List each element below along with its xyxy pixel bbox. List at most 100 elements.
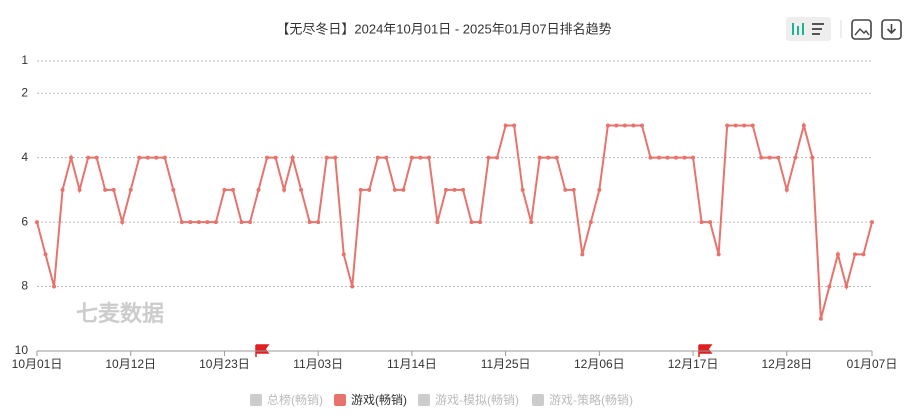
legend-swatch (334, 394, 346, 406)
data-point (52, 284, 57, 289)
data-point (733, 123, 738, 128)
x-tick-label: 12月17日 (668, 357, 719, 371)
data-point (827, 284, 832, 289)
data-point (682, 155, 687, 160)
data-point (299, 187, 304, 192)
data-point (290, 155, 295, 160)
image-button[interactable] (851, 19, 872, 40)
data-point (103, 187, 108, 192)
data-point (810, 155, 815, 160)
y-tick-label: 6 (21, 214, 28, 228)
data-point (580, 252, 585, 257)
data-point (375, 155, 380, 160)
x-tick-label: 10月01日 (12, 357, 63, 371)
data-point (77, 187, 82, 192)
data-point (656, 155, 661, 160)
data-point (341, 252, 346, 257)
x-tick-label: 11月14日 (387, 357, 437, 371)
data-point (401, 187, 406, 192)
x-tick-label: 10月12日 (105, 357, 156, 371)
data-point (94, 155, 99, 160)
data-point (631, 123, 636, 128)
data-point (128, 187, 133, 192)
data-point (196, 220, 201, 225)
x-tick-label: 11月03日 (293, 357, 343, 371)
x-tick-label: 12月06日 (574, 357, 625, 371)
data-point (614, 123, 619, 128)
data-point (205, 220, 210, 225)
data-point (818, 316, 823, 321)
data-point (367, 187, 372, 192)
data-point (699, 220, 704, 225)
legend-swatch (250, 394, 262, 406)
data-point (835, 252, 840, 257)
data-point (145, 155, 150, 160)
legend-label: 总榜(畅销) (267, 392, 323, 407)
y-tick-label: 8 (21, 279, 28, 293)
download-button[interactable] (881, 19, 902, 40)
data-point (844, 284, 849, 289)
x-tick-label: 11月25日 (481, 357, 531, 371)
toolbar (786, 17, 902, 41)
data-point (222, 187, 227, 192)
data-point (597, 187, 602, 192)
data-point (154, 155, 159, 160)
data-point (452, 187, 457, 192)
data-point (273, 155, 278, 160)
watermark: 七麦数据 (76, 301, 164, 326)
data-point (461, 187, 466, 192)
data-point (409, 155, 414, 160)
data-point (435, 220, 440, 225)
data-point (554, 155, 559, 160)
data-point (563, 187, 568, 192)
data-point (282, 187, 287, 192)
data-point (265, 155, 270, 160)
data-point (324, 155, 329, 160)
legend-label: 游戏-模拟(畅销) (435, 393, 519, 407)
y-tick-label: 2 (21, 85, 28, 99)
data-point (179, 220, 184, 225)
data-point (486, 155, 491, 160)
data-point (725, 123, 730, 128)
data-point (503, 123, 508, 128)
data-point (162, 155, 167, 160)
data-point (674, 155, 679, 160)
legend-label: 游戏-策略(畅销) (549, 392, 633, 407)
data-point (333, 155, 338, 160)
data-point (35, 220, 39, 225)
y-tick-label: 4 (21, 150, 28, 164)
data-point (520, 187, 525, 192)
data-point (639, 123, 644, 128)
data-point (230, 187, 235, 192)
data-point (546, 155, 551, 160)
y-tick-label: 1 (21, 53, 28, 67)
data-point (793, 155, 798, 160)
data-point (759, 155, 764, 160)
data-point (708, 220, 713, 225)
data-point (418, 155, 423, 160)
data-point (742, 123, 747, 128)
data-point (622, 123, 627, 128)
data-point (870, 220, 874, 225)
data-point (316, 220, 321, 225)
data-point (691, 155, 696, 160)
data-point (605, 123, 610, 128)
data-point (307, 220, 312, 225)
data-point (665, 155, 670, 160)
data-point (239, 220, 244, 225)
data-point (571, 187, 576, 192)
data-point (852, 252, 857, 257)
data-point (537, 155, 542, 160)
data-point (469, 220, 474, 225)
legend-swatch (418, 394, 430, 406)
x-tick-label: 10月23日 (199, 357, 250, 371)
x-tick-label: 12月28日 (761, 357, 812, 371)
data-point (478, 220, 483, 225)
chart-title: 【无尽冬日】2024年10月01日 - 2025年01月07日排名趋势 (276, 21, 611, 36)
data-point (784, 187, 789, 192)
data-point (495, 155, 500, 160)
data-point (86, 155, 91, 160)
data-point (69, 155, 74, 160)
legend-label: 游戏(畅销) (351, 393, 407, 407)
